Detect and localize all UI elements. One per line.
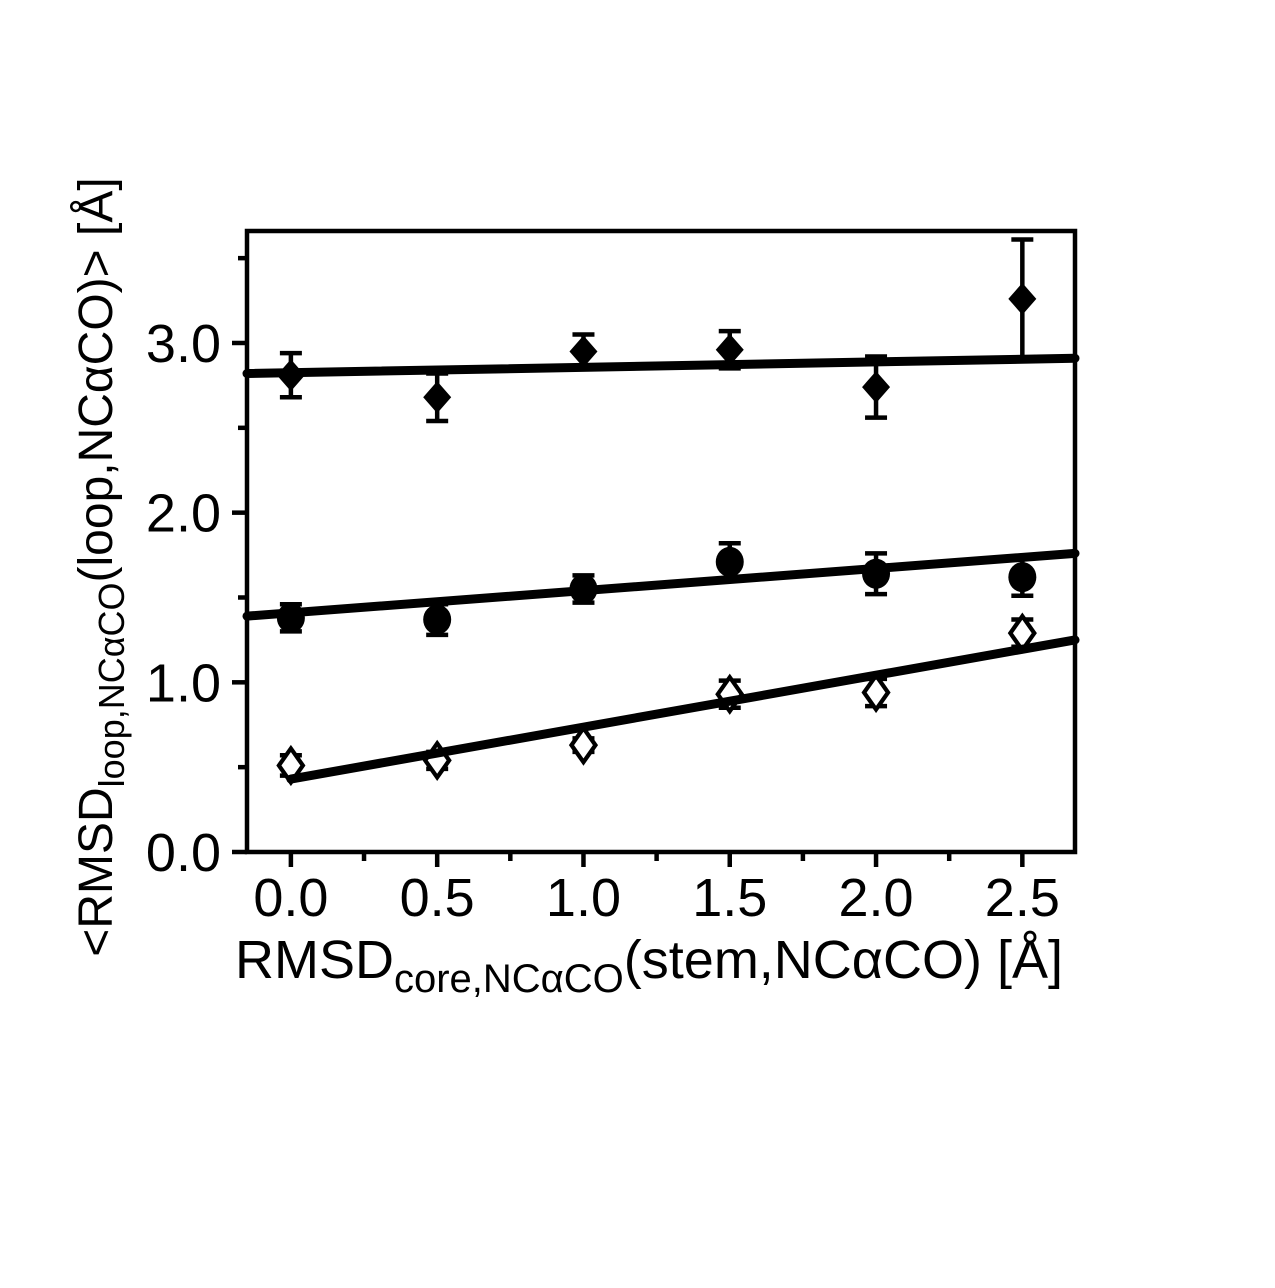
data-point-open-diamond bbox=[568, 724, 599, 766]
x-axis-tick-label: 0.0 bbox=[253, 868, 328, 928]
y-axis-tick-label: 0.0 bbox=[146, 823, 221, 883]
data-point-filled-diamond bbox=[715, 333, 744, 366]
plot-area: 0.0 0.5 1.0 1.5 2.0 2.5 0.0 1.0 2.0 3.0 RMSDcore,N… bbox=[70, 177, 1080, 1001]
x-axis-tick-label: 2.0 bbox=[839, 868, 914, 928]
data-point-filled-circle bbox=[1008, 562, 1037, 593]
data-point-filled-diamond bbox=[1008, 282, 1037, 315]
data-point-open-diamond bbox=[861, 671, 891, 714]
filled-circles-fit-line bbox=[242, 548, 1080, 621]
data-point-filled-diamond bbox=[423, 381, 452, 414]
y-axis-tick-label: 2.0 bbox=[146, 484, 221, 544]
data-point-filled-diamond bbox=[862, 371, 891, 404]
y-axis-tick-label: 1.0 bbox=[146, 653, 221, 713]
data-point-filled-diamond bbox=[569, 335, 598, 368]
x-axis-tick-label: 2.5 bbox=[985, 868, 1060, 928]
filled-diamonds-error-bars bbox=[279, 237, 1034, 424]
open-diamonds-fit-line bbox=[286, 635, 1080, 784]
x-axis-tick-label: 1.5 bbox=[692, 868, 767, 928]
x-axis-title: RMSDcore,NCαCO(stem,NCαCO) [Å] bbox=[235, 930, 1063, 1001]
filled-circles-points bbox=[276, 546, 1037, 635]
data-point-filled-circle bbox=[423, 604, 452, 635]
open-diamonds-error-bars bbox=[279, 617, 1034, 778]
x-axis-tick-label: 0.5 bbox=[400, 868, 475, 928]
x-axis-tick-label: 1.0 bbox=[546, 868, 621, 928]
data-point-filled-circle bbox=[715, 546, 744, 577]
filled-diamonds-points bbox=[276, 282, 1037, 414]
y-axis-tick-label: 3.0 bbox=[146, 314, 221, 374]
plot-frame bbox=[244, 228, 1078, 855]
y-axis-title: <RMSDloop,NCαCO(loop,NCαCO)> [Å] bbox=[70, 177, 132, 956]
filled-diamonds-fit-line bbox=[242, 353, 1080, 379]
